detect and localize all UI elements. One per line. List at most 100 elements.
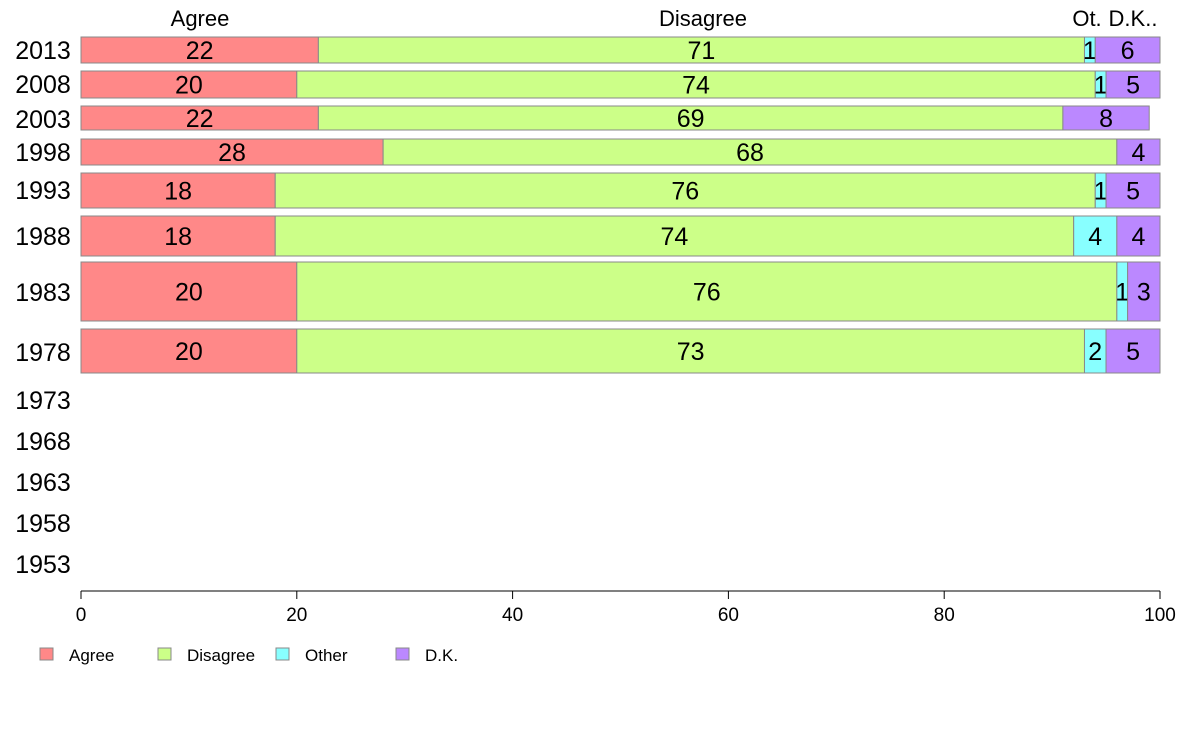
legend: Agree Disagree Other D.K. xyxy=(39,646,458,665)
year-label-1953: 1953 xyxy=(15,551,71,579)
column-header-disagree: Disagree xyxy=(659,6,747,31)
legend-label-agree: Agree xyxy=(69,646,114,665)
data-label-1998-agree: 28 xyxy=(218,139,246,167)
bar-1978-agree xyxy=(80,328,298,374)
bar-1993-agree xyxy=(80,172,276,209)
year-label-1983: 1983 xyxy=(15,279,71,307)
bar-1988-agree xyxy=(80,215,276,257)
bar-row-1993: 18 76 1 5 xyxy=(80,172,1161,209)
data-label-2013-d-k: 6 xyxy=(1121,37,1135,65)
x-tick-label-60: 60 xyxy=(718,605,739,626)
x-tick-label-100: 100 xyxy=(1144,605,1176,626)
bar-1978-d-k xyxy=(1105,328,1161,374)
data-label-1993-other: 1 xyxy=(1094,178,1108,206)
data-label-2013-other: 1 xyxy=(1083,37,1097,65)
bar-1988-disagree xyxy=(274,215,1075,257)
year-label-2013: 2013 xyxy=(15,37,71,65)
data-label-2013-disagree: 71 xyxy=(688,37,716,65)
data-label-2008-other: 1 xyxy=(1094,72,1108,100)
bar-row-1978: 20 73 2 5 xyxy=(80,328,1161,374)
data-label-2008-agree: 20 xyxy=(175,72,203,100)
data-label-2003-d-k: 8 xyxy=(1099,105,1113,133)
bar-1988-other xyxy=(1073,215,1118,257)
year-label-1973: 1973 xyxy=(15,387,71,415)
x-axis: 0 20 40 60 80 100 xyxy=(76,590,1176,626)
legend-item-agree: Agree xyxy=(39,646,114,665)
bar-2008-disagree xyxy=(296,70,1096,99)
year-label-2003: 2003 xyxy=(15,106,71,134)
bar-1988-d-k xyxy=(1116,215,1161,257)
bar-1993-d-k xyxy=(1105,172,1161,209)
bars: 22 71 1 620 74 1 522 69 828 68 418 76 1 518 74 4 420 76 1 3… xyxy=(80,36,1161,374)
bar-2013-disagree xyxy=(317,36,1085,64)
legend-label-other: Other xyxy=(305,646,348,665)
bar-2013-d-k xyxy=(1094,36,1161,64)
x-tick-label-0: 0 xyxy=(76,605,87,626)
data-label-1988-disagree: 74 xyxy=(661,223,689,251)
bar-row-1998: 28 68 4 xyxy=(80,138,1161,167)
data-label-1988-other: 4 xyxy=(1088,223,1102,251)
data-label-1978-d-k: 5 xyxy=(1126,338,1140,366)
data-label-1978-other: 2 xyxy=(1088,338,1102,366)
year-label-1978: 1978 xyxy=(15,339,71,367)
bar-row-1988: 18 74 4 4 xyxy=(80,215,1161,257)
legend-swatch-agree xyxy=(39,647,54,661)
bar-1998-disagree xyxy=(382,138,1118,166)
data-label-1978-disagree: 73 xyxy=(677,338,705,366)
bar-1978-disagree xyxy=(296,328,1085,374)
column-headers: Agree Disagree Ot. D.K.. xyxy=(171,6,1158,31)
legend-label-disagree: Disagree xyxy=(187,646,255,665)
column-header-ot: Ot. xyxy=(1072,6,1101,31)
bar-row-2013: 22 71 1 6 xyxy=(80,36,1161,65)
bar-1998-d-k xyxy=(1116,138,1161,166)
bar-2013-agree xyxy=(80,36,319,64)
bar-2003-disagree xyxy=(317,105,1064,131)
data-label-1983-other: 1 xyxy=(1115,279,1129,307)
bar-row-2008: 20 74 1 5 xyxy=(80,70,1161,100)
legend-item-d-k: D.K. xyxy=(395,646,458,665)
data-label-1988-agree: 18 xyxy=(164,223,192,251)
year-label-1993: 1993 xyxy=(15,177,71,205)
data-label-2003-disagree: 69 xyxy=(677,105,705,133)
data-label-1998-disagree: 68 xyxy=(736,139,764,167)
legend-item-disagree: Disagree xyxy=(157,646,255,665)
bar-2003-agree xyxy=(80,105,319,131)
bar-1983-d-k xyxy=(1127,261,1161,322)
data-label-1978-agree: 20 xyxy=(175,338,203,366)
year-label-2008: 2008 xyxy=(15,71,71,99)
data-label-2013-agree: 22 xyxy=(186,37,214,65)
data-label-1988-d-k: 4 xyxy=(1131,223,1145,251)
data-label-1993-d-k: 5 xyxy=(1126,178,1140,206)
year-label-1958: 1958 xyxy=(15,510,71,538)
x-tick-label-80: 80 xyxy=(934,605,955,626)
bar-1993-disagree xyxy=(274,172,1096,209)
data-label-1993-agree: 18 xyxy=(164,178,192,206)
data-label-1983-d-k: 3 xyxy=(1137,279,1151,307)
legend-item-other: Other xyxy=(275,646,348,665)
bar-row-2003: 22 69 8 xyxy=(80,105,1150,133)
year-label-1988: 1988 xyxy=(15,223,71,251)
data-label-1983-disagree: 76 xyxy=(693,279,721,307)
data-label-2003-agree: 22 xyxy=(186,105,214,133)
bar-row-1983: 20 76 1 3 xyxy=(80,261,1161,322)
bar-1983-agree xyxy=(80,261,298,322)
legend-label-d-k: D.K. xyxy=(425,646,458,665)
legend-swatch-other xyxy=(275,647,290,661)
x-tick-label-20: 20 xyxy=(286,605,307,626)
data-label-2008-d-k: 5 xyxy=(1126,72,1140,100)
data-label-1993-disagree: 76 xyxy=(671,178,699,206)
column-header-d-k: D.K.. xyxy=(1109,6,1158,31)
year-label-1963: 1963 xyxy=(15,469,71,497)
bar-2003-d-k xyxy=(1062,105,1150,131)
x-tick-label-40: 40 xyxy=(502,605,523,626)
year-label-1998: 1998 xyxy=(15,139,71,167)
year-labels: 2013 2008 2003 1998 1993 1988 1983 1978 1973 1968… xyxy=(15,37,71,579)
data-label-1983-agree: 20 xyxy=(175,279,203,307)
legend-swatch-d-k xyxy=(395,647,410,661)
column-header-agree: Agree xyxy=(171,6,230,31)
bar-2008-d-k xyxy=(1105,70,1161,99)
legend-swatch-disagree xyxy=(157,647,172,661)
bar-1983-disagree xyxy=(296,261,1118,322)
data-label-2008-disagree: 74 xyxy=(682,72,710,100)
